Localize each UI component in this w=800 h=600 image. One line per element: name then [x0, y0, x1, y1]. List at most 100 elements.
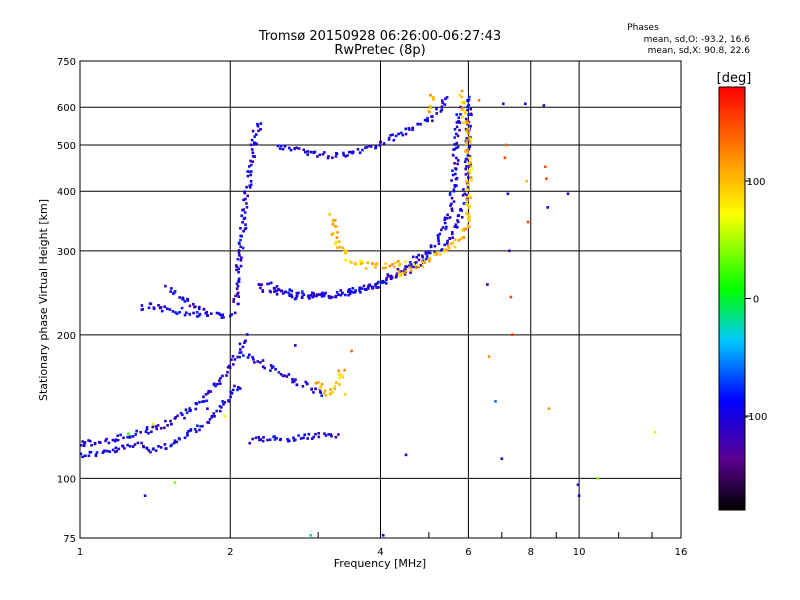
trace-point [319, 385, 323, 388]
trace-point [343, 248, 346, 252]
trace-point [319, 391, 323, 394]
trace-point [348, 150, 351, 154]
trace-point [414, 261, 418, 264]
trace-point [304, 150, 307, 154]
trace-point [239, 348, 242, 351]
trace-point [466, 148, 469, 151]
trace-point [178, 437, 181, 441]
trace-point [469, 161, 472, 164]
trace-point [273, 290, 276, 293]
trace-point [201, 400, 204, 403]
trace-point [287, 146, 291, 150]
scatter-point [524, 102, 527, 106]
trace-point [195, 402, 198, 406]
trace-point [294, 378, 297, 381]
trace-point [443, 221, 447, 225]
trace-point [404, 265, 407, 268]
trace-point [184, 408, 188, 411]
trace-point [126, 443, 129, 447]
trace-point [279, 437, 282, 441]
trace-point [310, 388, 313, 391]
trace-point [327, 433, 330, 436]
trace-point [451, 173, 455, 177]
trace-point [311, 291, 314, 295]
x-axis-label: Frequency [MHz] [334, 557, 426, 570]
trace-point [466, 99, 469, 102]
trace-point [323, 151, 326, 154]
trace-point [295, 146, 298, 150]
trace-point [462, 202, 466, 205]
trace-point [428, 251, 432, 255]
colorbar-tick-label: 0 [753, 295, 759, 306]
scatter-point [151, 422, 155, 426]
trace-point [238, 355, 241, 359]
trace-point [261, 290, 264, 293]
trace-point [467, 176, 470, 179]
trace-point [188, 407, 191, 410]
trace-point [272, 286, 276, 290]
x-tick-labels: 1 2 4 6 8 10 16 [77, 547, 688, 558]
trace-point [399, 270, 403, 273]
scatter-point [381, 534, 385, 537]
trace-point [339, 374, 343, 377]
trace-point [147, 306, 151, 310]
trace-point [437, 236, 440, 240]
trace-point [341, 246, 345, 249]
trace-point [462, 188, 465, 191]
trace-point [288, 288, 292, 291]
trace-point [131, 445, 135, 448]
trace-point [330, 295, 333, 299]
trace-point [199, 425, 202, 428]
trace-point [359, 262, 363, 266]
trace-point [435, 112, 438, 115]
trace-point [335, 291, 339, 294]
trace-point [254, 133, 258, 136]
trace-point [324, 434, 328, 437]
trace-point [248, 186, 252, 189]
trace-point [305, 382, 309, 386]
trace-point [387, 136, 391, 140]
trace-point [450, 208, 454, 212]
trace-point [121, 444, 125, 448]
trace-point [427, 250, 431, 253]
trace-point [320, 382, 324, 386]
trace-point [246, 170, 249, 173]
trace-point [468, 136, 471, 139]
trace-point [409, 271, 412, 274]
trace-point [460, 216, 464, 219]
trace-point [253, 361, 256, 364]
trace-point [233, 311, 237, 315]
trace-point [307, 294, 311, 298]
trace-point [208, 418, 212, 421]
trace-point [318, 387, 322, 390]
y-tick-labels: 75 100 200 300 400 500 600 750 [57, 57, 76, 545]
trace-point [313, 150, 317, 154]
trace-point [173, 290, 177, 293]
trace-point [352, 291, 355, 294]
trace-point [206, 314, 209, 317]
trace-point [327, 294, 331, 298]
trace-point [438, 232, 442, 236]
trace-point [179, 411, 183, 415]
scatter-point [525, 179, 528, 183]
trace-point [351, 287, 355, 290]
trace-point [204, 393, 208, 396]
trace-point [334, 435, 338, 439]
trace-point [207, 389, 210, 393]
scatter-point [526, 220, 530, 224]
trace-point [192, 302, 195, 306]
trace-point [323, 432, 326, 435]
phases-o-stats: mean, sd,O: -93.2, 16.6 [644, 35, 751, 45]
y-tick-label: 500 [57, 141, 76, 152]
scatter-point [506, 192, 510, 196]
trace-point [238, 351, 241, 354]
trace-point [259, 128, 262, 131]
trace-point [274, 368, 277, 371]
trace-point [235, 265, 239, 268]
scatter-point [542, 104, 546, 107]
trace-point [349, 290, 353, 293]
trace-point [417, 258, 421, 262]
trace-point [293, 297, 297, 301]
trace-point [395, 272, 399, 275]
